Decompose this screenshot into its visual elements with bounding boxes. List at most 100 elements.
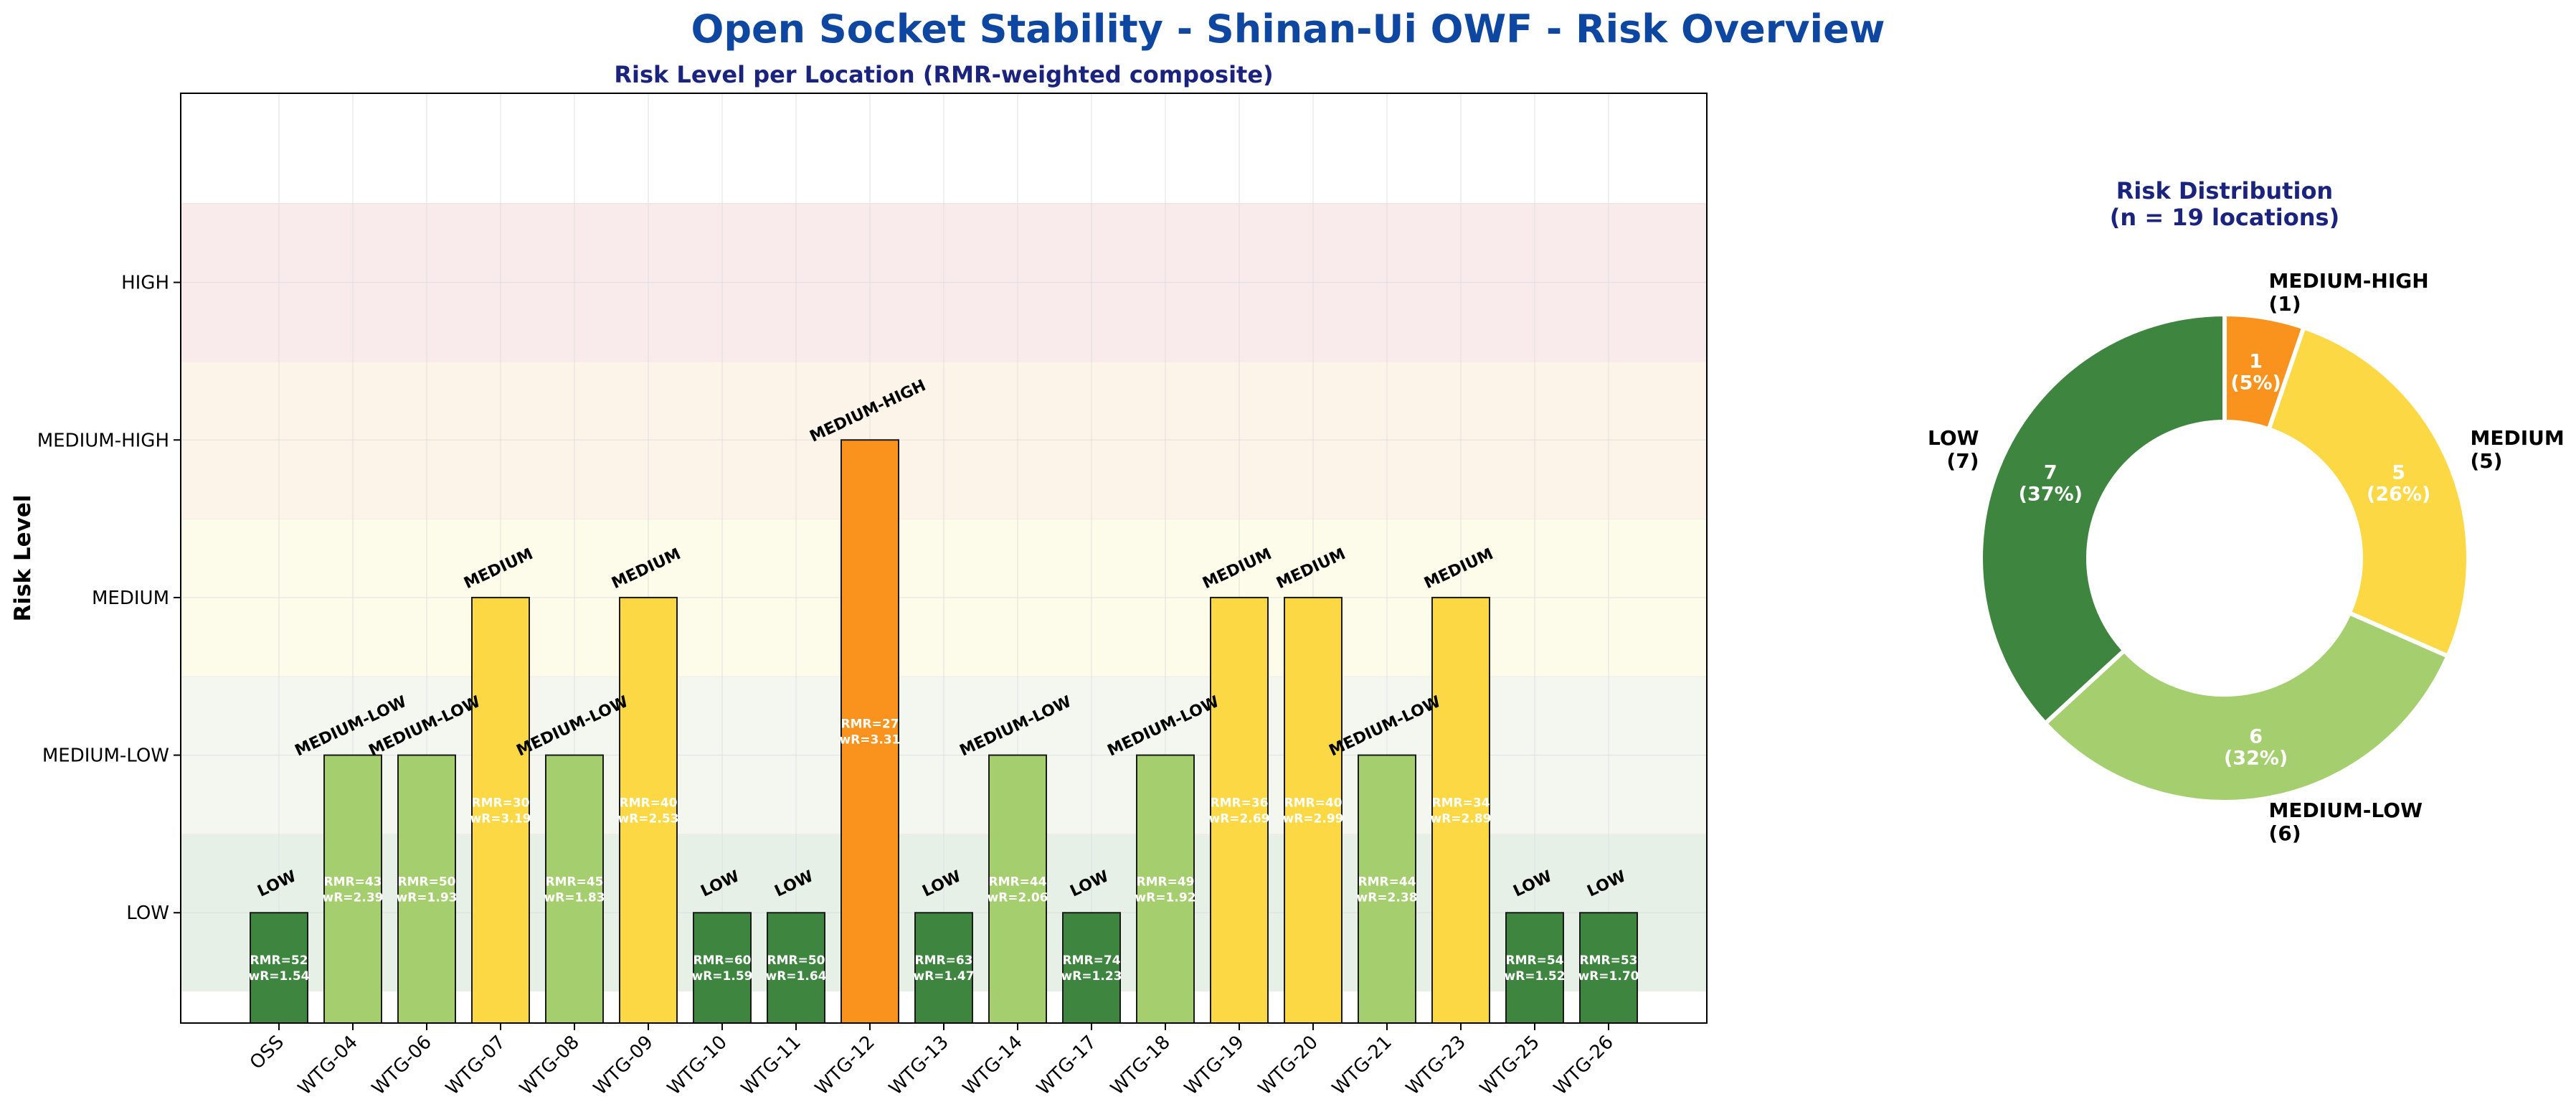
pie-chart-title: Risk Distribution	[2116, 177, 2333, 204]
wr-label: wR=1.83	[544, 890, 605, 905]
bar-wtg-17	[1062, 912, 1121, 1024]
x-tick-label: WTG-18	[1107, 1032, 1175, 1100]
x-tick-label: WTG-04	[294, 1032, 362, 1100]
bar-wtg-25	[1505, 912, 1564, 1024]
bar-wtg-11	[767, 912, 825, 1024]
wr-label: wR=2.39	[323, 890, 384, 905]
x-tick-label: WTG-25	[1476, 1032, 1544, 1100]
rmr-label: RMR=74	[1063, 953, 1121, 968]
bar-wtg-14	[988, 754, 1047, 1024]
pie-slice-medium	[2266, 325, 2471, 659]
pie-slices	[1979, 312, 2471, 804]
rmr-label: RMR=44	[1358, 875, 1416, 889]
figure-title: Open Socket Stability - Shinan-Ui OWF - …	[691, 6, 1885, 52]
rmr-label: RMR=40	[1284, 796, 1343, 810]
wr-label: wR=1.23	[1061, 969, 1122, 984]
rmr-label: RMR=60	[693, 953, 752, 968]
pie-slice-percent: (32%)	[2224, 747, 2288, 769]
x-axis-ticks: OSS WTG-04 WTG-06 WTG-07 WTG-08 WTG-09 WTG-10 W…	[246, 1023, 1618, 1100]
pie-chart-subtitle: (n = 19 locations)	[2110, 204, 2339, 231]
rmr-label: RMR=45	[546, 875, 604, 889]
x-tick-label: WTG-17	[1033, 1032, 1101, 1100]
bar-wtg-13	[914, 912, 973, 1024]
rmr-label: RMR=50	[398, 875, 456, 889]
x-tick-label: WTG-06	[368, 1032, 436, 1100]
x-tick-label: OSS	[246, 1032, 288, 1074]
pie-slice-medium-low	[2042, 611, 2450, 804]
bar-wtg-20	[1284, 596, 1343, 1024]
pie-slice-count-label: (1)	[2269, 292, 2301, 316]
x-tick-label: WTG-11	[737, 1032, 805, 1100]
x-tick-label: WTG-09	[589, 1032, 658, 1100]
x-tick-label: WTG-21	[1328, 1032, 1396, 1100]
x-tick-label: WTG-08	[516, 1032, 584, 1100]
wr-label: wR=1.92	[1135, 890, 1196, 905]
rmr-label: RMR=30	[472, 796, 530, 810]
risk-level-bar-chart: Risk Level per Location (RMR-weighted co…	[10, 61, 1708, 1100]
wr-label: wR=3.19	[470, 811, 531, 826]
bar-wtg-09	[619, 596, 678, 1024]
bar-wtg-12	[840, 439, 899, 1024]
x-tick-label: WTG-26	[1550, 1032, 1618, 1100]
pie-slice-label: MEDIUM-HIGH	[2269, 269, 2429, 293]
pie-slice-count: 1	[2249, 351, 2263, 373]
bar-wtg-10	[693, 912, 752, 1024]
wr-label: wR=3.31	[840, 733, 901, 748]
x-tick-label: WTG-14	[959, 1032, 1027, 1100]
rmr-label: RMR=53	[1580, 953, 1638, 968]
pie-slice-label: MEDIUM	[2470, 426, 2564, 450]
y-tick-label: MEDIUM-HIGH	[37, 430, 169, 451]
rmr-label: RMR=27	[841, 717, 899, 732]
pie-slice-label: MEDIUM-LOW	[2269, 798, 2423, 822]
bar-wtg-23	[1431, 596, 1490, 1024]
rmr-label: RMR=49	[1137, 875, 1195, 889]
wr-label: wR=2.99	[1283, 811, 1344, 826]
y-tick-label: MEDIUM-LOW	[42, 745, 169, 767]
y-tick-label: HIGH	[121, 273, 169, 294]
x-tick-label: WTG-23	[1402, 1032, 1470, 1100]
x-tick-label: WTG-12	[811, 1032, 879, 1100]
pie-slice-percent: (5%)	[2230, 372, 2281, 395]
rmr-label: RMR=44	[989, 875, 1047, 889]
x-tick-label: WTG-20	[1254, 1032, 1322, 1100]
bar-wtg-04	[323, 754, 382, 1024]
pie-labels: 1(5%) MEDIUM-HIGH(1) 5(26%) MEDIUM(5) 6(32%)…	[1928, 269, 2565, 845]
rmr-label: RMR=52	[250, 953, 308, 968]
pie-slice-count-label: (5)	[2470, 449, 2502, 473]
pie-slice-count: 7	[2044, 462, 2058, 484]
pie-slice-count: 6	[2249, 725, 2263, 748]
x-tick-label: WTG-10	[663, 1032, 731, 1100]
bar-wtg-26	[1579, 912, 1638, 1024]
y-tick-label: MEDIUM	[92, 588, 169, 609]
pie-slice-percent: (26%)	[2367, 484, 2430, 506]
wr-label: wR=2.06	[988, 890, 1048, 905]
rmr-label: RMR=36	[1211, 796, 1269, 810]
rmr-label: RMR=63	[915, 953, 973, 968]
wr-label: wR=1.70	[1578, 969, 1639, 984]
x-tick-label: WTG-13	[885, 1032, 953, 1100]
wr-label: wR=1.64	[766, 969, 827, 984]
wr-label: wR=2.53	[618, 811, 679, 826]
wr-label: wR=2.69	[1209, 811, 1270, 826]
bar-wtg-06	[397, 754, 456, 1024]
bar-wtg-21	[1358, 754, 1416, 1024]
y-axis-ticks: LOW MEDIUM-LOW MEDIUM MEDIUM-HIGH HIGH	[37, 273, 181, 924]
rmr-label: RMR=43	[324, 875, 382, 889]
rmr-label: RMR=54	[1506, 953, 1564, 968]
rmr-label: RMR=50	[767, 953, 825, 968]
wr-label: wR=2.89	[1431, 811, 1492, 826]
rmr-label: RMR=34	[1432, 796, 1490, 810]
wr-label: wR=1.47	[914, 969, 975, 984]
bar-wtg-18	[1136, 754, 1195, 1024]
wr-label: wR=1.93	[397, 890, 458, 905]
risk-distribution-donut-chart: Risk Distribution (n = 19 locations) 1(5…	[1928, 177, 2565, 845]
x-tick-label: WTG-07	[442, 1032, 510, 1100]
pie-slice-count: 5	[2392, 462, 2405, 484]
bars	[250, 439, 1638, 1024]
y-axis-label: Risk Level	[10, 495, 36, 622]
bar-wtg-08	[545, 754, 604, 1024]
pie-slice-count-label: (7)	[1946, 449, 1979, 473]
bar-chart-title: Risk Level per Location (RMR-weighted co…	[614, 61, 1273, 88]
wr-label: wR=2.38	[1357, 890, 1418, 905]
